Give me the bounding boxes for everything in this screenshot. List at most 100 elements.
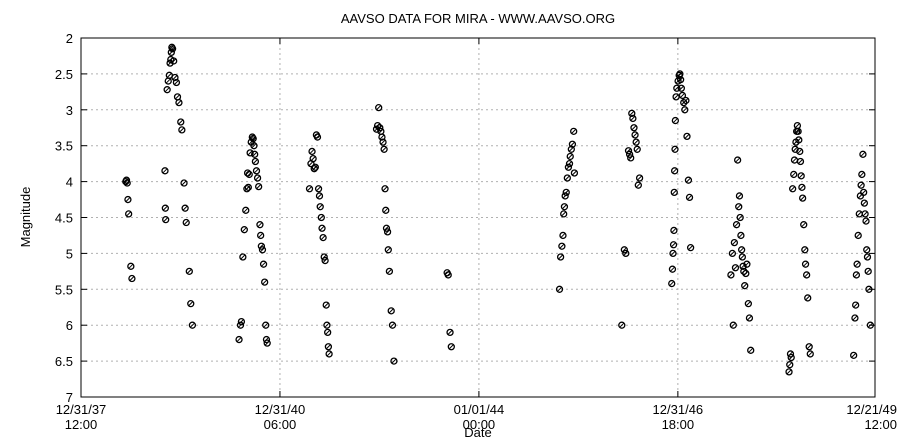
data-point-mark [567,161,572,167]
data-point [305,185,314,193]
data-point-mark [125,197,131,202]
data-point [858,170,866,179]
data-point-mark [804,272,809,278]
data-point-mark [670,251,676,256]
data-point [801,260,810,268]
data-point-mark [326,344,331,350]
data-point [682,96,690,105]
data-point-mark [806,344,812,350]
data-point [257,231,265,240]
data-point [735,203,743,211]
data-point [684,176,693,184]
data-point [728,249,737,258]
data-point [180,179,188,187]
data-point-mark [860,151,866,157]
data-point [257,242,266,250]
data-point-mark [687,195,692,200]
data-point-mark [326,351,332,357]
data-point [744,300,753,308]
data-point-mark [862,211,868,217]
data-point [851,314,859,322]
data-point [558,242,566,250]
data-point [244,183,252,191]
data-point-mark [732,240,737,245]
data-point [321,256,329,265]
data-point-mark [164,87,170,93]
data-point-mark [168,50,174,55]
data-point [262,335,271,344]
data-point-mark [245,184,251,190]
data-point-mark [632,132,638,138]
data-point [866,321,875,329]
data-point [787,353,795,362]
data-point [633,145,641,153]
data-point [563,174,571,182]
data-point-mark [307,186,312,192]
data-point-mark [619,322,625,328]
data-point [559,231,567,240]
data-point-mark [174,80,179,85]
data-point [568,140,577,148]
data-point [796,147,804,156]
data-point-mark [868,322,873,328]
data-point [250,142,258,150]
data-point-mark [673,94,679,100]
data-point-mark [163,217,169,223]
data-point-mark [183,220,189,225]
data-point-mark [853,302,859,308]
data-point [668,279,676,288]
data-point [743,260,751,268]
data-point [729,321,737,329]
data-point [259,260,268,268]
data-point [249,134,257,143]
data-point-mark [746,301,751,307]
data-point [736,213,744,222]
data-point-mark [171,58,177,64]
data-point-mark [162,205,168,211]
data-point [181,204,189,212]
data-point-mark [316,186,321,192]
data-point-mark [567,154,573,159]
data-point-mark [865,268,871,274]
data-point [806,350,814,358]
data-point-mark [679,85,684,91]
data-point [239,253,247,261]
data-point-mark [129,276,135,281]
data-point-mark [252,151,258,157]
data-point [629,114,637,123]
data-point [635,174,644,182]
data-point [235,335,243,344]
data-point [804,294,812,302]
data-point [324,343,333,351]
data-point [240,226,248,234]
data-point-mark [188,301,194,307]
data-point-mark [388,308,394,314]
data-point [325,350,333,358]
data-point-mark [570,141,575,147]
data-point-mark [312,164,318,170]
data-point [384,246,392,254]
data-point-mark [742,283,748,289]
data-point-mark [319,225,325,231]
data-point-mark [257,222,263,228]
data-point-mark [385,247,391,253]
data-point [802,271,811,279]
data-point [727,271,735,279]
data-point [852,271,861,279]
data-point [382,224,391,232]
data-point-mark [791,172,797,177]
data-point-mark [743,271,749,276]
data-point [685,193,694,202]
data-point [237,317,246,326]
data-point [308,147,316,156]
data-point [854,231,862,240]
data-point [731,264,740,272]
data-point-mark [387,268,392,274]
data-point-mark [854,261,860,267]
data-point [865,285,873,293]
data-point [324,328,332,337]
data-point [670,188,678,197]
data-point-mark [255,175,260,181]
y-tick-label: 3.5 [55,139,73,154]
data-point [686,244,695,252]
